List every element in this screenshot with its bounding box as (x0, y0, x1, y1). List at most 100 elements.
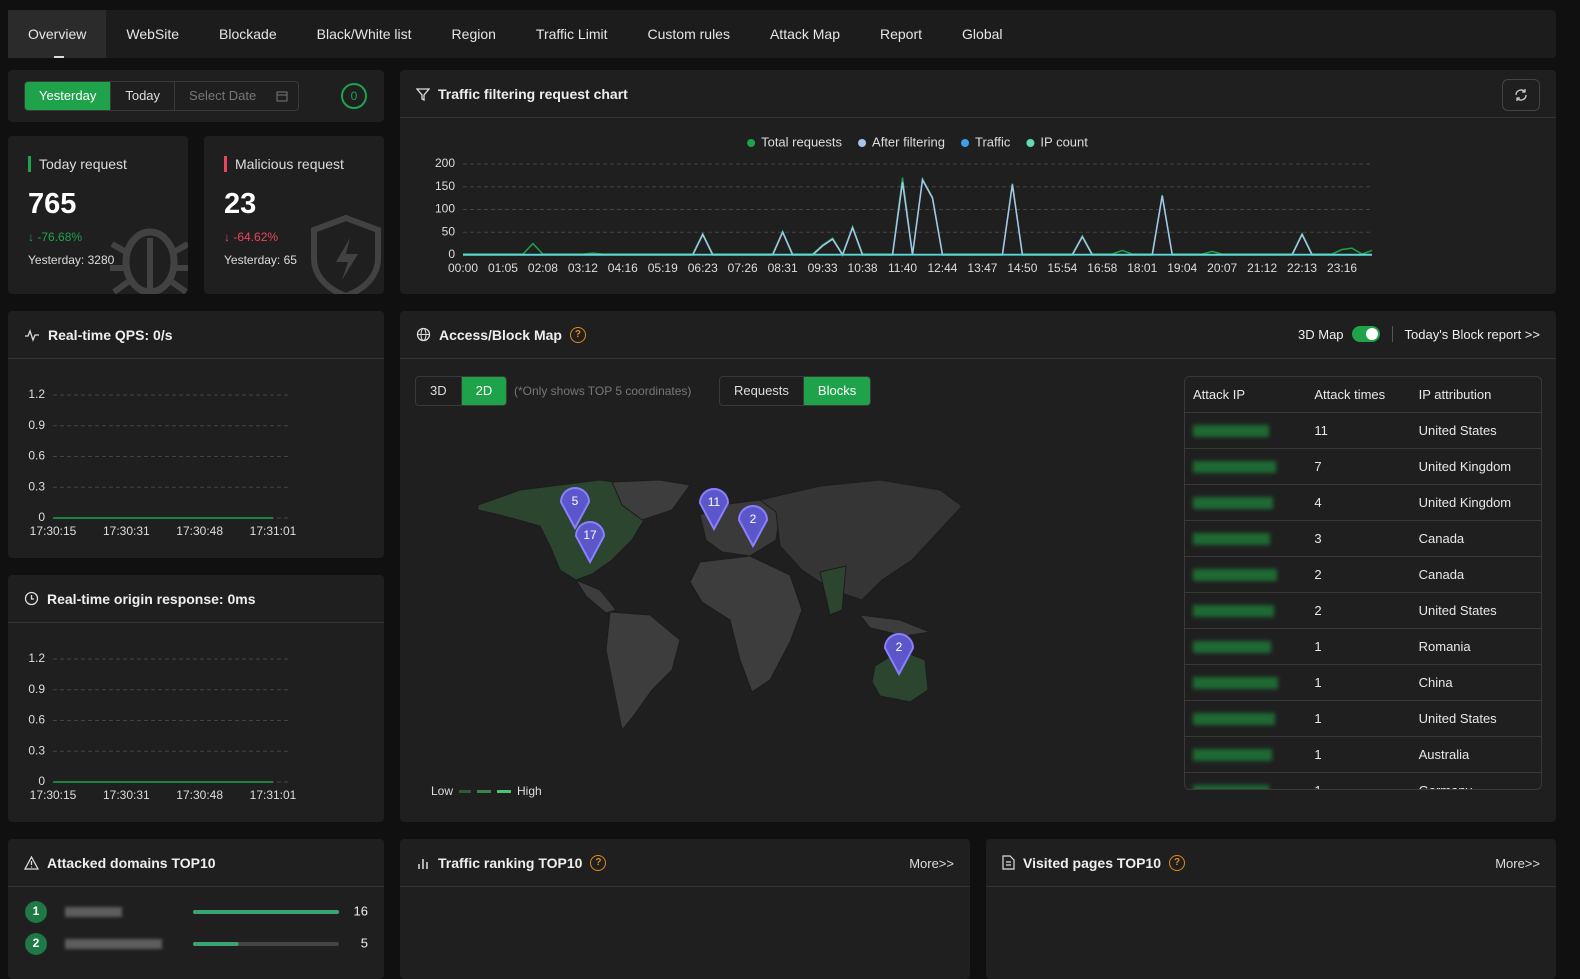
indonesia (860, 615, 930, 636)
more-link[interactable]: More>> (1495, 856, 1540, 871)
nav-tab[interactable]: Global (942, 10, 1022, 58)
data-option[interactable]: Requests (720, 377, 804, 405)
toggle-switch[interactable] (1352, 326, 1380, 342)
panel-title: Traffic filtering request chart (438, 86, 628, 102)
country-cell: Germany (1411, 773, 1541, 791)
country-cell: Canada (1411, 521, 1541, 557)
x-tick-label: 17:30:31 (103, 524, 150, 538)
stat-change: ↓ -64.62% (224, 230, 278, 244)
times-cell: 1 (1306, 737, 1410, 773)
x-tick-label: 17:30:48 (176, 524, 223, 538)
data-option[interactable]: Blocks (804, 377, 870, 405)
nav-tab[interactable]: Attack Map (750, 10, 860, 58)
y-tick-label: 50 (442, 224, 456, 238)
x-tick-label: 12:44 (927, 261, 957, 275)
stat-label: Today request (28, 156, 127, 172)
x-tick-label: 05:19 (648, 261, 678, 275)
attack-table: Attack IPAttack timesIP attribution11Uni… (1185, 377, 1541, 790)
stat-value: 23 (224, 188, 256, 221)
help-icon[interactable]: ? (590, 855, 606, 871)
blurred-ip (1193, 533, 1270, 545)
more-link[interactable]: More>> (909, 856, 954, 871)
attack-table-box: Attack IPAttack timesIP attribution11Uni… (1184, 376, 1542, 790)
panel-title: Attacked domains TOP10 (47, 855, 216, 871)
y-tick-label: 0.6 (28, 449, 45, 463)
x-tick-label: 17:30:15 (30, 524, 77, 538)
panel-title: Real-time QPS: 0/s (48, 327, 173, 343)
date-selector: Yesterday Today Select Date (24, 81, 299, 111)
date-option[interactable]: Yesterday (25, 82, 111, 110)
help-icon[interactable]: ? (570, 327, 586, 343)
ip-cell (1185, 413, 1306, 449)
ip-cell (1185, 557, 1306, 593)
down-arrow: ↓ (28, 230, 37, 244)
rank-label: 2 (33, 936, 40, 950)
x-tick-label: 09:33 (808, 261, 838, 275)
view-option[interactable]: 2D (462, 377, 507, 405)
x-tick-label: 13:47 (967, 261, 997, 275)
view-option[interactable]: 3D (416, 377, 462, 405)
table-row: 1China (1185, 665, 1541, 701)
times-cell: 1 (1306, 701, 1410, 737)
calendar-icon (276, 90, 288, 102)
help-icon[interactable]: ? (1169, 855, 1185, 871)
map-note: (*Only shows TOP 5 coordinates) (514, 384, 691, 398)
domains-list: 11625 (8, 890, 384, 968)
times-cell: 3 (1306, 521, 1410, 557)
x-tick-label: 17:31:01 (250, 788, 297, 802)
date-panel: Yesterday Today Select Date 0 (8, 70, 384, 122)
report-link[interactable]: Today's Block report >> (1405, 327, 1540, 342)
series-line (463, 180, 1372, 255)
x-tick-label: 14:50 (1007, 261, 1037, 275)
ip-cell (1185, 629, 1306, 665)
panel-title: Traffic ranking TOP10 (438, 855, 582, 871)
refresh-button[interactable] (1502, 79, 1540, 111)
nav-tab[interactable]: Overview (8, 10, 106, 58)
nav-tab[interactable]: Black/White list (297, 10, 432, 58)
nav-bar: OverviewWebSiteBlockadeBlack/White listR… (8, 10, 1556, 58)
nav-tab[interactable]: Report (860, 10, 942, 58)
x-tick-label: 16:58 (1087, 261, 1117, 275)
country-cell: United States (1411, 701, 1541, 737)
country-cell: Australia (1411, 737, 1541, 773)
x-tick-label: 22:13 (1287, 261, 1317, 275)
y-tick-label: 150 (435, 179, 455, 193)
nav-tab[interactable]: Custom rules (628, 10, 750, 58)
times-cell: 7 (1306, 449, 1410, 485)
shield-icon (308, 214, 384, 294)
nav-tab[interactable]: WebSite (106, 10, 199, 58)
ip-cell (1185, 737, 1306, 773)
filter-icon (416, 87, 430, 101)
ip-cell (1185, 773, 1306, 791)
stat-value: 765 (28, 188, 76, 221)
ip-cell (1185, 665, 1306, 701)
refresh-icon (1503, 80, 1539, 110)
panel-header: Traffic filtering request chart (400, 70, 1556, 118)
x-tick-label: 21:12 (1247, 261, 1277, 275)
date-option[interactable]: Today (111, 82, 175, 110)
date-picker[interactable]: Select Date (175, 82, 298, 110)
map-controls: 3D Map Today's Block report >> (1298, 326, 1540, 342)
table-row: 1Romania (1185, 629, 1541, 665)
nav-tab[interactable]: Blockade (199, 10, 297, 58)
country-cell: United States (1411, 413, 1541, 449)
blurred-ip (1193, 713, 1275, 725)
table-row: 1Australia (1185, 737, 1541, 773)
country-cell: United Kingdom (1411, 485, 1541, 521)
refresh-counter[interactable]: 0 (341, 83, 367, 109)
country-cell: United Kingdom (1411, 449, 1541, 485)
table-row: 1Germany (1185, 773, 1541, 791)
panel-title: Real-time origin response: 0ms (47, 591, 256, 607)
nav-tab[interactable]: Region (432, 10, 516, 58)
panel-header: Attacked domains TOP10 (8, 839, 384, 887)
x-tick-label: 01:05 (488, 261, 518, 275)
times-cell: 1 (1306, 665, 1410, 701)
x-tick-label: 04:16 (608, 261, 638, 275)
legend-label: IP count (1040, 134, 1088, 149)
legend-dot (1026, 139, 1034, 147)
x-tick-label: 20:07 (1207, 261, 1237, 275)
legend-label: Traffic (975, 134, 1011, 149)
y-tick-label: 0 (38, 510, 45, 524)
nav-tab[interactable]: Traffic Limit (516, 10, 628, 58)
y-tick-label: 1.2 (28, 651, 45, 665)
